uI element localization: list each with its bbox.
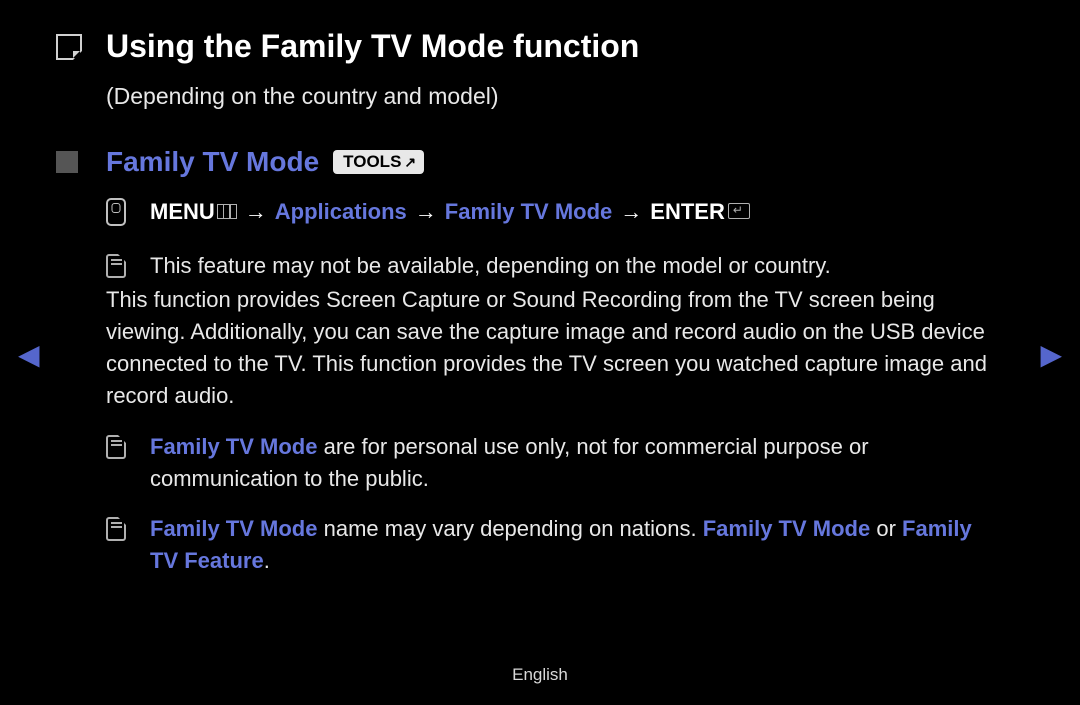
note-text: This feature may not be available, depen… bbox=[150, 250, 831, 282]
note-end: . bbox=[264, 548, 270, 573]
help-page: Using the Family TV Mode function (Depen… bbox=[0, 0, 1080, 577]
menu-grid-icon bbox=[217, 204, 237, 219]
note-name-variation: Family TV Mode name may vary depending o… bbox=[106, 513, 990, 577]
square-bullet-icon bbox=[56, 151, 78, 173]
tools-badge: TOOLS ↗ bbox=[333, 150, 424, 174]
note-text: Family TV Mode are for personal use only… bbox=[150, 431, 990, 495]
note-icon bbox=[106, 517, 126, 541]
note-mid: name may vary depending on nations. bbox=[317, 516, 702, 541]
note-text: Family TV Mode name may vary depending o… bbox=[150, 513, 990, 577]
next-page-arrow[interactable]: ▶ bbox=[1040, 338, 1062, 371]
section-header-row: Family TV Mode TOOLS ↗ bbox=[56, 146, 990, 178]
language-indicator: English bbox=[512, 665, 568, 685]
arrow-separator: → bbox=[620, 199, 642, 225]
description-paragraph: This function provides Screen Capture or… bbox=[106, 284, 990, 412]
nav-step-family-tv: Family TV Mode bbox=[445, 199, 612, 225]
manual-icon bbox=[56, 34, 82, 60]
page-title: Using the Family TV Mode function bbox=[106, 28, 639, 65]
tools-label: TOOLS bbox=[343, 152, 401, 172]
highlight-text: Family TV Mode bbox=[703, 516, 870, 541]
section-heading: Family TV Mode bbox=[106, 146, 319, 178]
enter-icon bbox=[728, 203, 750, 219]
highlight-text: Family TV Mode bbox=[150, 516, 317, 541]
note-mid: or bbox=[870, 516, 902, 541]
page-subtitle: (Depending on the country and model) bbox=[106, 83, 990, 110]
title-row: Using the Family TV Mode function bbox=[56, 28, 990, 65]
arrow-separator: → bbox=[245, 199, 267, 225]
enter-label: ENTER bbox=[650, 199, 725, 225]
arrow-separator: → bbox=[415, 199, 437, 225]
tools-badge-icon: ↗ bbox=[404, 154, 416, 171]
note-icon bbox=[106, 254, 126, 278]
nav-step-applications: Applications bbox=[275, 199, 407, 225]
highlight-text: Family TV Mode bbox=[150, 434, 317, 459]
note-icon bbox=[106, 435, 126, 459]
prev-page-arrow[interactable]: ◀ bbox=[18, 338, 40, 371]
menu-path: MENU → Applications → Family TV Mode → E… bbox=[106, 198, 990, 226]
remote-icon bbox=[106, 198, 126, 226]
note-availability: This feature may not be available, depen… bbox=[106, 250, 990, 282]
note-personal-use: Family TV Mode are for personal use only… bbox=[106, 431, 990, 495]
menu-label: MENU bbox=[150, 199, 215, 225]
